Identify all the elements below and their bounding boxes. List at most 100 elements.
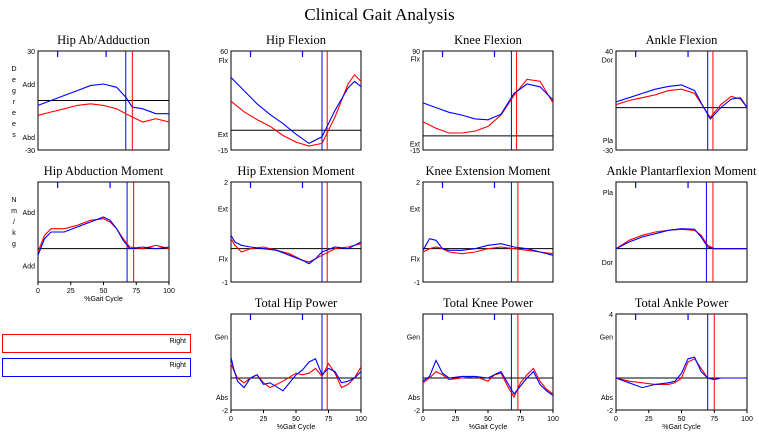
chart-6-ytick-label: 2 [416,180,420,187]
chart-9-ytick-label: Gen [407,334,420,341]
chart-0-series-0 [37,103,170,123]
chart-3-ytick-label: Dor [602,57,614,64]
chart-0-ylabel-letter: e [12,110,16,117]
chart-3-ytick-label: -30 [603,148,613,155]
chart-4-xtick-label: 100 [163,288,175,295]
chart-4-ytick-label: Abd [23,210,36,217]
chart-5-ytick-label: Ext [218,207,228,214]
chart-4-ylabel-letter: k [12,230,16,237]
chart-1-ytick-label: -15 [218,148,228,155]
chart-6-series-1 [422,238,554,256]
chart-8-series-0 [230,362,362,389]
legend-right-red: Right [2,334,191,353]
chart-4-ylabel-letter: N [11,197,16,204]
chart-4-series-1 [37,216,170,256]
chart-3-title: Ankle Flexion [646,33,719,47]
chart-8-xtick-label: 50 [292,416,300,423]
chart-8-xtick-label: 100 [355,416,367,423]
chart-10-xtick-label: 100 [741,416,753,423]
chart-7-frame [615,181,748,283]
chart-6-title: Knee Extension Moment [426,164,552,178]
chart-9-xtick-label: 75 [517,416,525,423]
chart-7-ytick-label: Dor [602,260,614,267]
chart-8-frame [230,313,362,411]
chart-7-ytick-label: Pla [603,190,613,197]
chart-3-frame [615,50,748,151]
chart-9-xtick-label: 25 [452,416,460,423]
chart-0-title: Hip Ab/Adduction [57,33,150,47]
chart-10-xlabel: %Gait Cycle [662,424,701,431]
chart-5-title: Hip Extension Moment [237,164,355,178]
chart-1-series-0 [230,73,362,147]
chart-10-ytick-label: -2 [607,408,613,415]
chart-6-frame [422,181,554,283]
chart-0-ylabel-letter: s [12,132,16,139]
chart-3-ytick-label: 40 [605,49,613,56]
chart-1-ytick-label: 60 [220,49,228,56]
chart-9-frame [422,313,554,411]
chart-9-ytick-label: Abs [408,395,421,402]
legend-label: Right [169,362,186,369]
chart-0-ylabel-letter: r [13,99,16,106]
chart-7-series-1 [615,228,747,250]
chart-5-ytick-label: Flx [219,257,229,264]
chart-4-ylabel-letter: / [13,219,15,226]
chart-9-title: Total Knee Power [443,296,534,310]
chart-2-series-1 [422,83,554,121]
chart-2-ytick-label: Ext [410,141,420,148]
chart-0-ylabel-letter: g [12,88,16,95]
chart-2-series-0 [422,78,554,134]
chart-9-xlabel: %Gait Cycle [469,424,508,431]
chart-4-xtick-label: 0 [36,288,40,295]
chart-6-ytick-label: -1 [414,280,420,287]
chart-9-xtick-label: 0 [421,416,425,423]
chart-4-title: Hip Abduction Moment [44,164,164,178]
chart-1-ytick-label: Flx [219,58,229,65]
chart-8-series-1 [230,357,362,392]
chart-10-xtick-label: 75 [710,416,718,423]
chart-4-ytick-label: Add [23,263,36,270]
chart-8-ytick-label: Gen [215,334,228,341]
chart-10-xtick-label: 50 [678,416,686,423]
chart-6-series-0 [422,246,554,255]
chart-0-ylabel-letter: e [12,121,16,128]
chart-0-ytick-label: -30 [25,148,35,155]
chart-10-xtick-label: 25 [645,416,653,423]
chart-2-ytick-label: Flx [411,57,421,64]
chart-5-ytick-label: 2 [224,180,228,187]
chart-10-series-1 [615,356,747,389]
chart-1-title: Hip Flexion [266,33,327,47]
chart-0-ytick-label: Add [23,82,36,89]
chart-10-series-0 [615,358,747,385]
chart-7-series-0 [615,228,747,250]
chart-1-series-1 [230,77,362,145]
chart-8-xtick-label: 75 [325,416,333,423]
chart-0-ytick-label: 30 [27,49,35,56]
chart-9-xtick-label: 50 [484,416,492,423]
chart-4-xtick-label: 50 [100,288,108,295]
chart-9-series-1 [422,359,554,397]
chart-4-xtick-label: 75 [132,288,140,295]
chart-7-title: Ankle Plantarflexion Moment [607,164,757,178]
chart-8-xtick-label: 0 [229,416,233,423]
chart-4-xlabel: %Gait Cycle [84,296,123,303]
chart-0-series-1 [37,83,169,115]
chart-10-ytick-label: 4 [609,312,613,319]
chart-4-ylabel-letter: g [12,241,16,248]
chart-2-ytick-label: -15 [410,148,420,155]
chart-8-xlabel: %Gait Cycle [277,424,316,431]
chart-8-ytick-label: Abs [216,395,229,402]
chart-2-title: Knee Flexion [454,33,522,47]
chart-8-ytick-label: -2 [222,408,228,415]
chart-9-ytick-label: -2 [414,408,420,415]
chart-5-ytick-label: -1 [222,280,228,287]
chart-5-frame [230,181,362,283]
legend-right-blue: Right [2,358,191,377]
chart-6-ytick-label: Ext [410,207,420,214]
chart-9-xtick-label: 100 [547,416,559,423]
chart-1-ytick-label: Ext [218,132,228,139]
page-title: Clinical Gait Analysis [304,5,455,24]
legend-label: Right [169,338,186,345]
chart-4-ylabel-letter: m [11,208,17,215]
